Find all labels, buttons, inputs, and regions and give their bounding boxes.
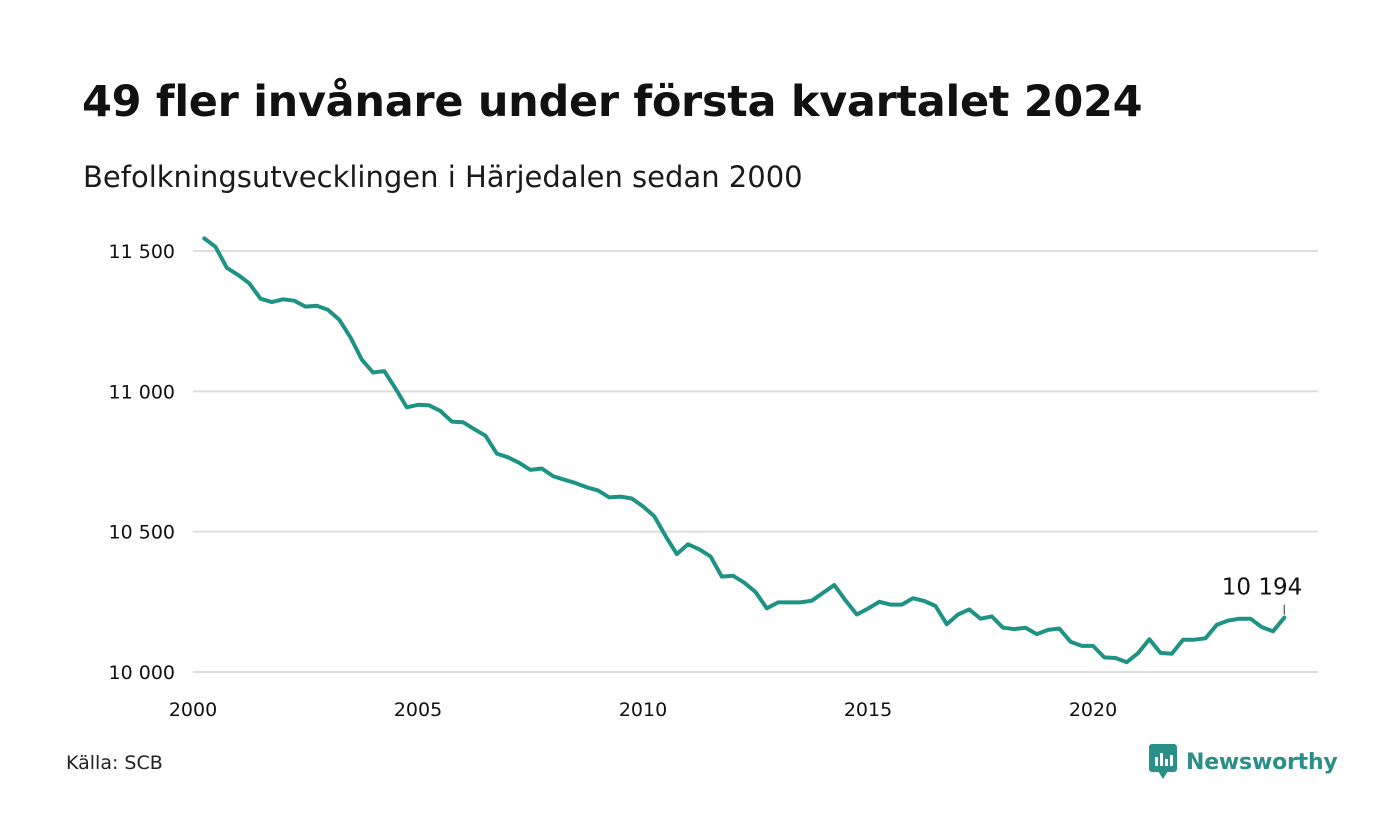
y-tick-label: 11 000 — [109, 381, 175, 403]
y-tick-label: 10 000 — [109, 662, 175, 684]
x-tick-label: 2020 — [1069, 699, 1117, 721]
chart-title: 49 fler invånare under första kvartalet … — [82, 77, 1143, 127]
chart-subtitle: Befolkningsutvecklingen i Härjedalen sed… — [83, 160, 803, 194]
x-tick-label: 2000 — [169, 699, 217, 721]
line-chart: 10 000 10 500 11 000 11 500 2000 2005 2010 2015… — [109, 236, 1318, 721]
x-tick-label: 2010 — [619, 699, 667, 721]
y-tick-label: 11 500 — [109, 241, 175, 263]
y-tick-label: 10 500 — [109, 522, 175, 544]
newsworthy-logo-icon — [1149, 744, 1177, 779]
brand-logo: Newsworthy — [1148, 743, 1338, 781]
last-value-label: 10 194 — [1222, 575, 1302, 601]
series-line — [202, 236, 1287, 665]
x-tick-label: 2005 — [394, 699, 442, 721]
x-tick-label: 2015 — [844, 699, 892, 721]
brand-name: Newsworthy — [1186, 749, 1338, 775]
source-note: Källa: SCB — [66, 752, 163, 774]
